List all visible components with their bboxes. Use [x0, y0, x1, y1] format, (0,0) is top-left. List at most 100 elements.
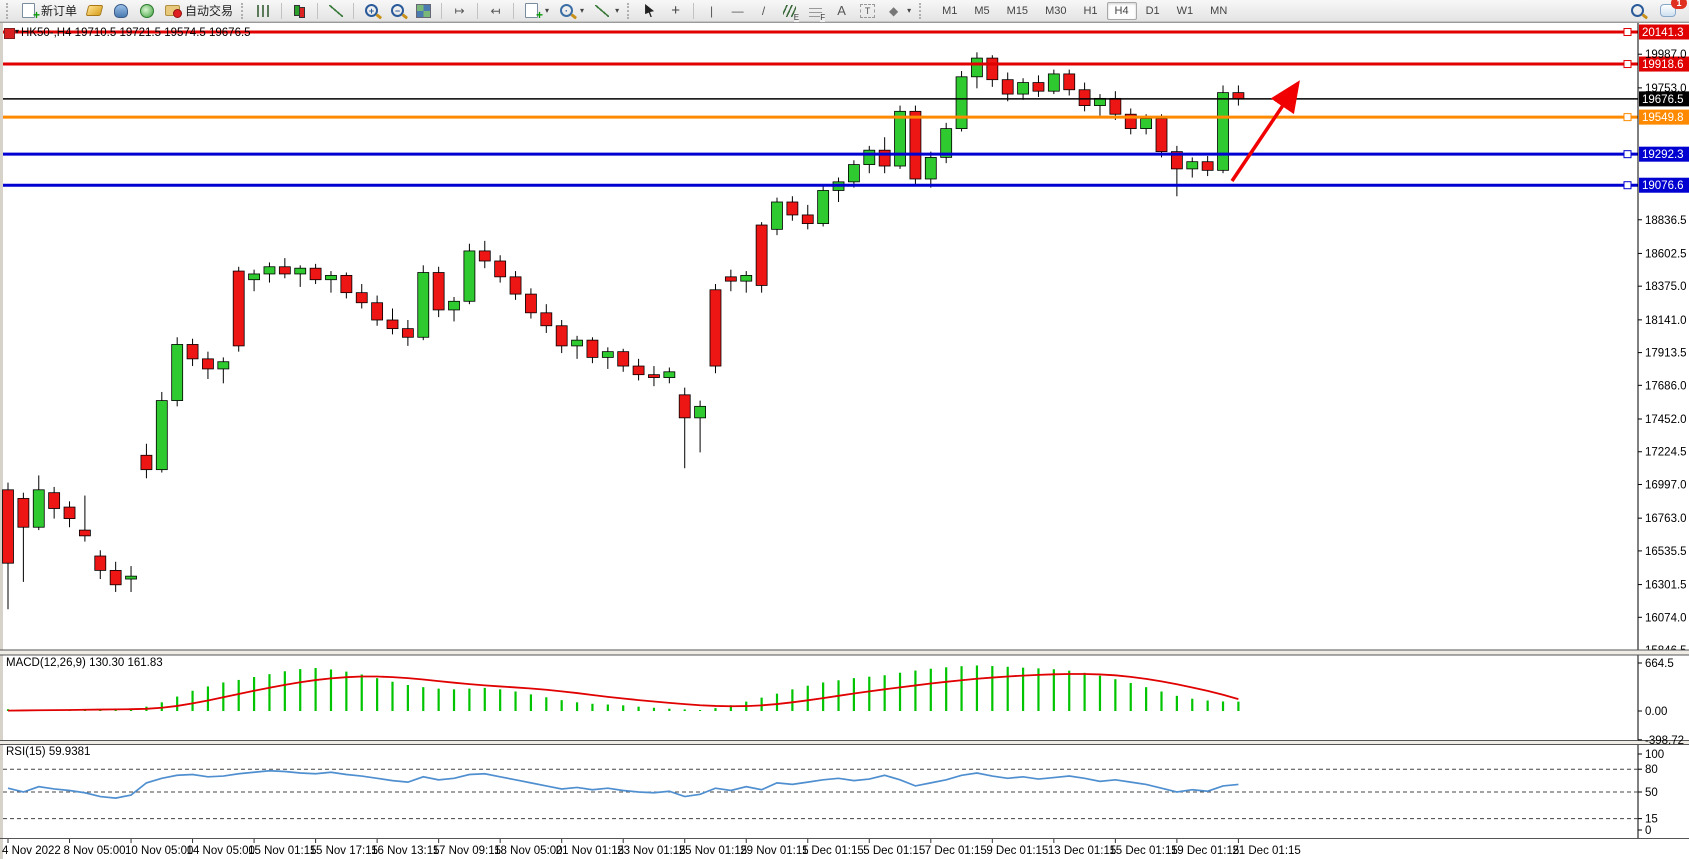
svg-text:19 Dec 01:15: 19 Dec 01:15 [1171, 845, 1239, 857]
signals-button[interactable] [135, 2, 158, 20]
svg-text:664.5: 664.5 [1645, 658, 1674, 670]
svg-text:100: 100 [1645, 749, 1664, 761]
new-order-button[interactable]: 新订单 [17, 1, 80, 22]
periods-dropdown[interactable]: · ▾ [555, 2, 587, 20]
timeframe-h4[interactable]: H4 [1106, 1, 1137, 20]
market-watch-button[interactable] [83, 2, 106, 20]
crosshair-icon: + [671, 2, 680, 19]
svg-text:5 Dec 01:15: 5 Dec 01:15 [863, 845, 925, 857]
toolbar-grip [241, 2, 247, 19]
signal-icon [139, 3, 154, 18]
svg-text:21 Dec 01:15: 21 Dec 01:15 [1232, 845, 1300, 857]
chevron-down-icon: ▾ [15, 27, 20, 36]
timeframe-w1[interactable]: W1 [1169, 2, 1202, 20]
candlestick-chart-button[interactable] [288, 2, 311, 20]
timeframe-m15[interactable]: M15 [999, 2, 1036, 20]
svg-text:21 Nov 01:15: 21 Nov 01:15 [556, 845, 624, 857]
horizontal-line-button[interactable]: — [726, 2, 749, 20]
new-order-icon [22, 3, 40, 22]
hline-19918.6[interactable]: 19918.6 [3, 56, 1689, 72]
new-chart-dropdown[interactable]: ▾ [520, 2, 552, 22]
svg-text:18 Nov 05:00: 18 Nov 05:00 [494, 845, 562, 857]
timeframe-d1[interactable]: D1 [1138, 2, 1168, 20]
line-chart-button[interactable] [324, 2, 347, 20]
svg-text:19549.8: 19549.8 [1642, 112, 1684, 124]
timeframe-toolbar: M1 M5 M15 M30 H1 H4 D1 W1 MN [934, 1, 1235, 20]
svg-text:80: 80 [1645, 764, 1658, 776]
cursor-button[interactable] [638, 2, 661, 20]
svg-text:16074.0: 16074.0 [1645, 612, 1687, 624]
equidistant-channel-button[interactable] [778, 2, 801, 22]
horizontal-line-icon: — [731, 3, 744, 18]
svg-text:15: 15 [1645, 814, 1658, 826]
separator [477, 2, 479, 19]
timeframe-m5[interactable]: M5 [966, 2, 997, 20]
templates-dropdown[interactable]: ▾ [590, 2, 622, 20]
chart-shift-button[interactable]: ↦ [448, 2, 471, 20]
candles-layer [2, 52, 1245, 610]
svg-text:10 Nov 05:00: 10 Nov 05:00 [125, 845, 193, 857]
chart-autoscroll-button[interactable]: ↤ [484, 2, 507, 20]
notifications-button[interactable]: 1 [1657, 0, 1687, 18]
price-axis: 19987.0 19753.0 18836.5 18602.5 18375.0 18141… [1637, 23, 1687, 839]
svg-text:9 Dec 01:15: 9 Dec 01:15 [986, 845, 1048, 857]
toolbar-grip [627, 2, 633, 19]
text-label-button[interactable]: T [856, 2, 879, 20]
chart-symbol-icon[interactable] [4, 28, 15, 39]
arrow-object[interactable] [1230, 80, 1300, 182]
autotrade-icon [165, 5, 183, 18]
chart-autoscroll-icon: ↤ [490, 3, 501, 18]
templates-icon [594, 4, 609, 17]
fibonacci-icon [809, 4, 826, 22]
trendline-icon: / [761, 3, 766, 18]
search-button[interactable] [1628, 3, 1647, 18]
text-button[interactable]: A [830, 2, 853, 20]
search-icon [1631, 4, 1644, 17]
svg-text:18602.5: 18602.5 [1645, 248, 1687, 260]
toolbar-grip[interactable] [6, 2, 12, 19]
macd-panel: 664.5 0.00 -398.72 [6, 658, 1684, 747]
svg-text:17913.5: 17913.5 [1645, 348, 1687, 360]
trendline-button[interactable]: / [752, 2, 775, 20]
svg-text:1 Dec 01:15: 1 Dec 01:15 [802, 845, 864, 857]
chart-shift-icon: ↦ [454, 3, 465, 18]
hline-19676.5[interactable]: 19676.5 [3, 91, 1689, 107]
svg-text:20141.3: 20141.3 [1642, 27, 1684, 39]
arrows-dropdown[interactable]: ◆ ▾ [882, 2, 914, 20]
hline-20141.3[interactable]: 20141.3 [3, 24, 1689, 40]
crosshair-button[interactable]: + [664, 2, 687, 20]
svg-text:18141.0: 18141.0 [1645, 315, 1687, 327]
autotrade-button[interactable]: 自动交易 [161, 1, 236, 20]
timeframe-m1[interactable]: M1 [934, 2, 965, 20]
timeframe-mn[interactable]: MN [1202, 2, 1235, 20]
autotrade-label: 自动交易 [185, 4, 234, 18]
timeframe-m30[interactable]: M30 [1037, 2, 1074, 20]
hline-19076.6[interactable]: 19076.6 [3, 177, 1689, 193]
chart-title-ohlc: HK50-,H4 19710.5 19721.5 19574.5 19676.5 [21, 27, 251, 39]
vertical-line-icon: | [710, 3, 714, 18]
zoom-out-button[interactable]: − [386, 2, 409, 20]
data-window-button[interactable] [109, 2, 132, 20]
svg-text:0.00: 0.00 [1645, 706, 1667, 718]
hline-19292.3[interactable]: 19292.3 [3, 146, 1689, 162]
tile-windows-button[interactable] [412, 2, 435, 20]
svg-text:16535.5: 16535.5 [1645, 546, 1687, 558]
svg-text:19918.6: 19918.6 [1642, 59, 1684, 71]
bar-chart-button[interactable] [252, 2, 275, 20]
svg-text:16301.5: 16301.5 [1645, 580, 1687, 592]
svg-text:29 Nov 01:15: 29 Nov 01:15 [740, 845, 808, 857]
svg-text:17686.0: 17686.0 [1645, 380, 1687, 392]
fibonacci-button[interactable] [804, 2, 827, 22]
svg-text:13 Dec 01:15: 13 Dec 01:15 [1048, 845, 1116, 857]
line-chart-icon [328, 4, 343, 17]
zoom-in-button[interactable]: + [360, 2, 383, 20]
price-chart[interactable]: 20141.3 19918.6 19676.5 19549.8 19292.3 19076… [0, 23, 1689, 859]
timeframe-h1[interactable]: H1 [1075, 2, 1105, 20]
svg-text:15 Nov 17:15: 15 Nov 17:15 [310, 845, 378, 857]
tile-windows-icon [416, 3, 432, 18]
hline-19549.8[interactable]: 19549.8 [3, 109, 1689, 125]
vertical-line-button[interactable]: | [700, 2, 723, 20]
toolbar: 新订单 自动交易 + − ↦ ↤ ▾ ·▾ ▾ + | — / [0, 0, 1689, 22]
